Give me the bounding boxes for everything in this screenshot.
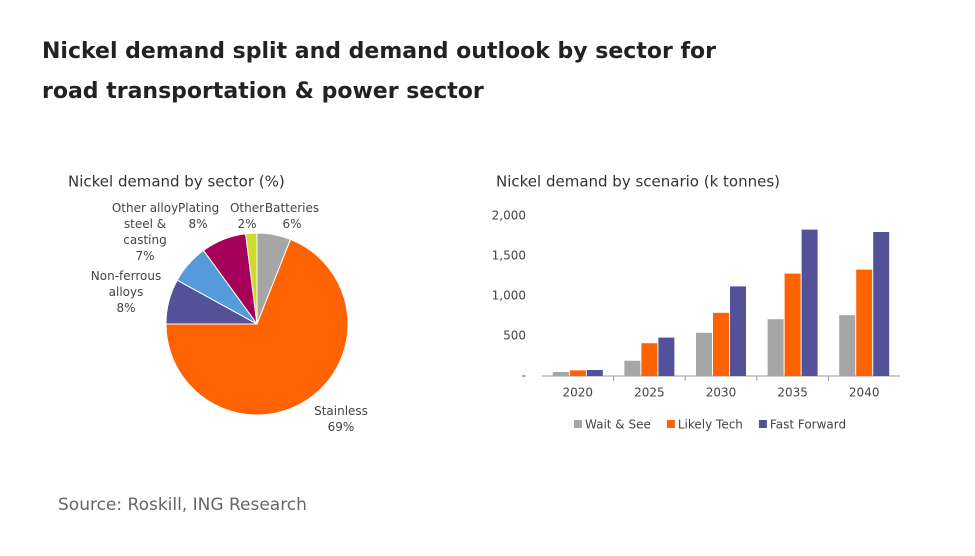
bar — [713, 312, 729, 376]
pie-slice — [245, 232, 258, 325]
pie-label-name: Plating — [178, 201, 220, 215]
legend-swatch — [574, 420, 582, 428]
bar — [569, 370, 586, 376]
bar-title: Nickel demand by scenario (k tonnes) — [496, 173, 780, 191]
pie-label: Other 2% — [227, 200, 267, 232]
bar — [767, 319, 784, 376]
bar — [624, 360, 641, 376]
pie-label-name: Batteries — [264, 201, 320, 215]
legend-label: Fast Forward — [770, 418, 846, 432]
pie-label-value: 2% — [237, 217, 257, 231]
bar — [552, 372, 569, 376]
pie-label: Stainless 69% — [311, 403, 371, 435]
pie-label-name: Stainless — [314, 404, 368, 418]
pie-slice — [165, 238, 349, 416]
pie-label-name: Other — [229, 201, 265, 215]
bar — [801, 229, 818, 376]
bar — [839, 315, 856, 376]
pie-label: Non-ferrous alloys 8% — [86, 268, 166, 316]
x-tick-label: 2035 — [777, 386, 808, 400]
x-tick-label: 2020 — [563, 386, 594, 400]
pie-title: Nickel demand by sector (%) — [68, 173, 285, 191]
pie-label-name: Other alloy steel & casting — [111, 201, 179, 247]
y-tick-label: - — [522, 369, 526, 383]
y-tick-label: 1,000 — [492, 289, 526, 303]
pie-label-name: Non-ferrous alloys — [90, 269, 162, 299]
bar — [641, 343, 658, 376]
pie-label: Other alloy steel & casting 7% — [109, 200, 181, 264]
pie-label-value: 69% — [327, 420, 355, 434]
x-tick-label: 2040 — [849, 386, 880, 400]
source: Source: Roskill, ING Research — [58, 495, 307, 515]
legend-swatch — [666, 420, 675, 428]
legend-label: Wait & See — [585, 418, 651, 432]
bar — [586, 370, 603, 376]
pie-label: Plating 8% — [178, 200, 220, 232]
bar — [730, 286, 746, 376]
pie-label-value: 8% — [116, 301, 136, 315]
pie-label-value: 6% — [282, 217, 302, 231]
pie-label: Batteries 6% — [257, 200, 327, 232]
legend-label: Likely Tech — [678, 418, 743, 432]
bar — [873, 232, 890, 376]
pie-label-value: 8% — [188, 217, 208, 231]
pie-label-value: 7% — [135, 249, 155, 263]
y-tick-label: 500 — [503, 329, 526, 343]
x-tick-label: 2030 — [706, 386, 737, 400]
page-title: Nickel demand split and demand outlook b… — [42, 39, 717, 104]
bar — [784, 273, 801, 376]
y-tick-label: 2,000 — [492, 209, 526, 223]
x-tick-label: 2025 — [634, 386, 665, 400]
bar — [658, 337, 675, 376]
bar — [696, 332, 712, 376]
legend-swatch — [758, 420, 767, 428]
bar — [856, 269, 873, 376]
y-tick-label: 1,500 — [492, 249, 526, 263]
